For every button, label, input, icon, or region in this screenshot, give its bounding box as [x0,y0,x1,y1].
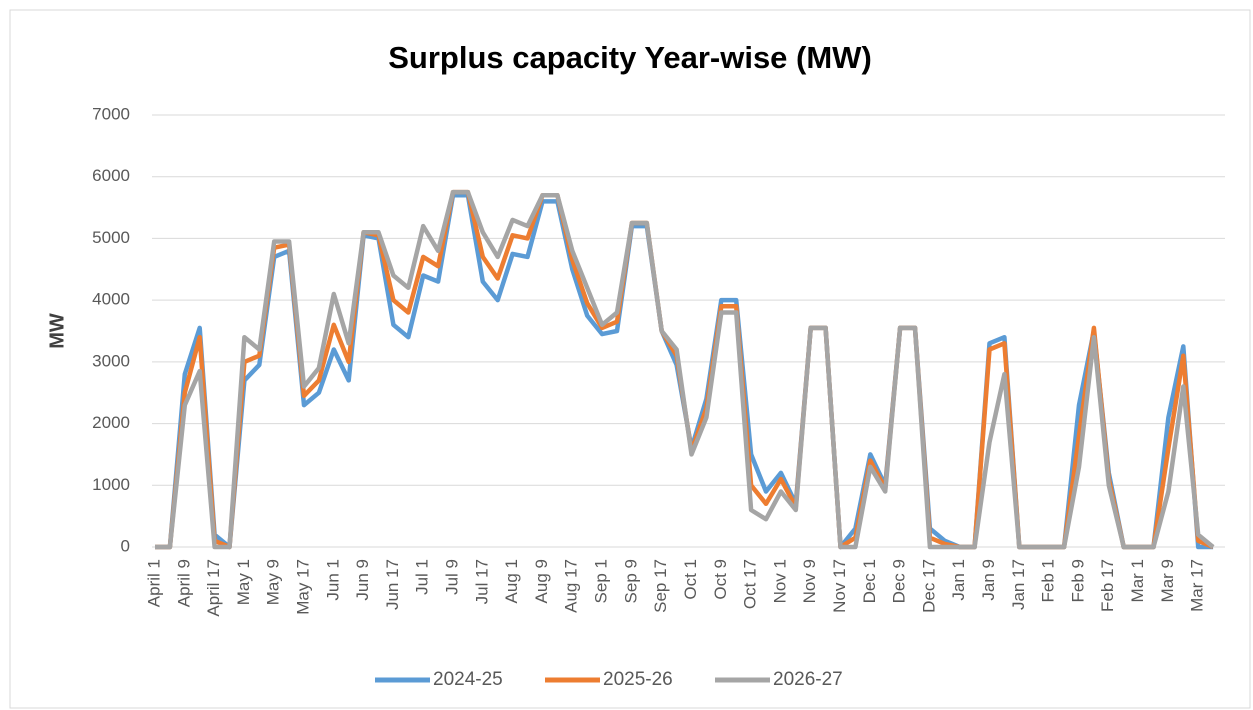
y-axis-label: MW [46,313,68,349]
series-line [155,189,1215,550]
y-tick-label: 2000 [92,413,130,432]
x-tick-label: Feb 1 [1039,559,1058,602]
x-tick-label: Jul 1 [413,559,432,595]
x-tick-label: Aug 1 [502,559,521,603]
x-tick-label: Mar 17 [1188,559,1207,612]
x-tick-label: April 17 [204,559,223,617]
y-tick-label: 5000 [92,228,130,247]
x-tick-label: April 9 [174,559,193,607]
x-tick-label: Oct 9 [711,559,730,600]
x-tick-label: Dec 9 [890,559,909,603]
x-tick-label: Jun 17 [383,559,402,610]
x-tick-label: Sep 1 [592,559,611,603]
legend-label: 2025-26 [603,669,673,690]
x-tick-label: Dec 17 [919,559,938,613]
x-tick-label: Mar 1 [1128,559,1147,602]
chart-title: Surplus capacity Year-wise (MW) [388,40,872,75]
chart-frame [9,9,1251,709]
x-tick-label: Feb 17 [1098,559,1117,612]
x-tick-label: Nov 9 [800,559,819,603]
y-tick-label: 1000 [92,475,130,494]
x-tick-label: Sep 17 [651,559,670,613]
y-tick-label: 3000 [92,351,130,370]
x-tick-label: Jan 9 [979,559,998,601]
x-tick-label: Dec 1 [860,559,879,603]
x-tick-label: Aug 17 [562,559,581,613]
x-tick-label: Jan 17 [1009,559,1028,610]
x-tick-label: April 1 [144,559,163,607]
x-tick-label: Jun 1 [323,559,342,601]
y-tick-label: 6000 [92,166,130,185]
x-tick-label: Nov 17 [830,559,849,613]
y-tick-label: 7000 [92,104,130,123]
x-tick-label: Nov 1 [770,559,789,603]
x-tick-label: Oct 17 [741,559,760,609]
x-tick-label: Aug 9 [532,559,551,603]
x-tick-label: May 17 [293,559,312,615]
x-tick-label: Jan 1 [949,559,968,601]
x-tick-label: Feb 9 [1068,559,1087,602]
x-tick-label: May 1 [234,559,253,605]
y-tick-label: 0 [121,536,130,555]
x-tick-label: Jul 9 [443,559,462,595]
x-tick-label: Oct 1 [681,559,700,600]
x-tick-label: Jun 9 [353,559,372,601]
y-tick-label: 4000 [92,290,130,309]
x-tick-label: Sep 9 [621,559,640,603]
legend-label: 2024-25 [433,669,503,690]
x-tick-label: Jul 17 [472,559,491,604]
legend-label: 2026-27 [773,669,843,690]
x-tick-label: May 9 [264,559,283,605]
x-tick-label: Mar 9 [1158,559,1177,602]
